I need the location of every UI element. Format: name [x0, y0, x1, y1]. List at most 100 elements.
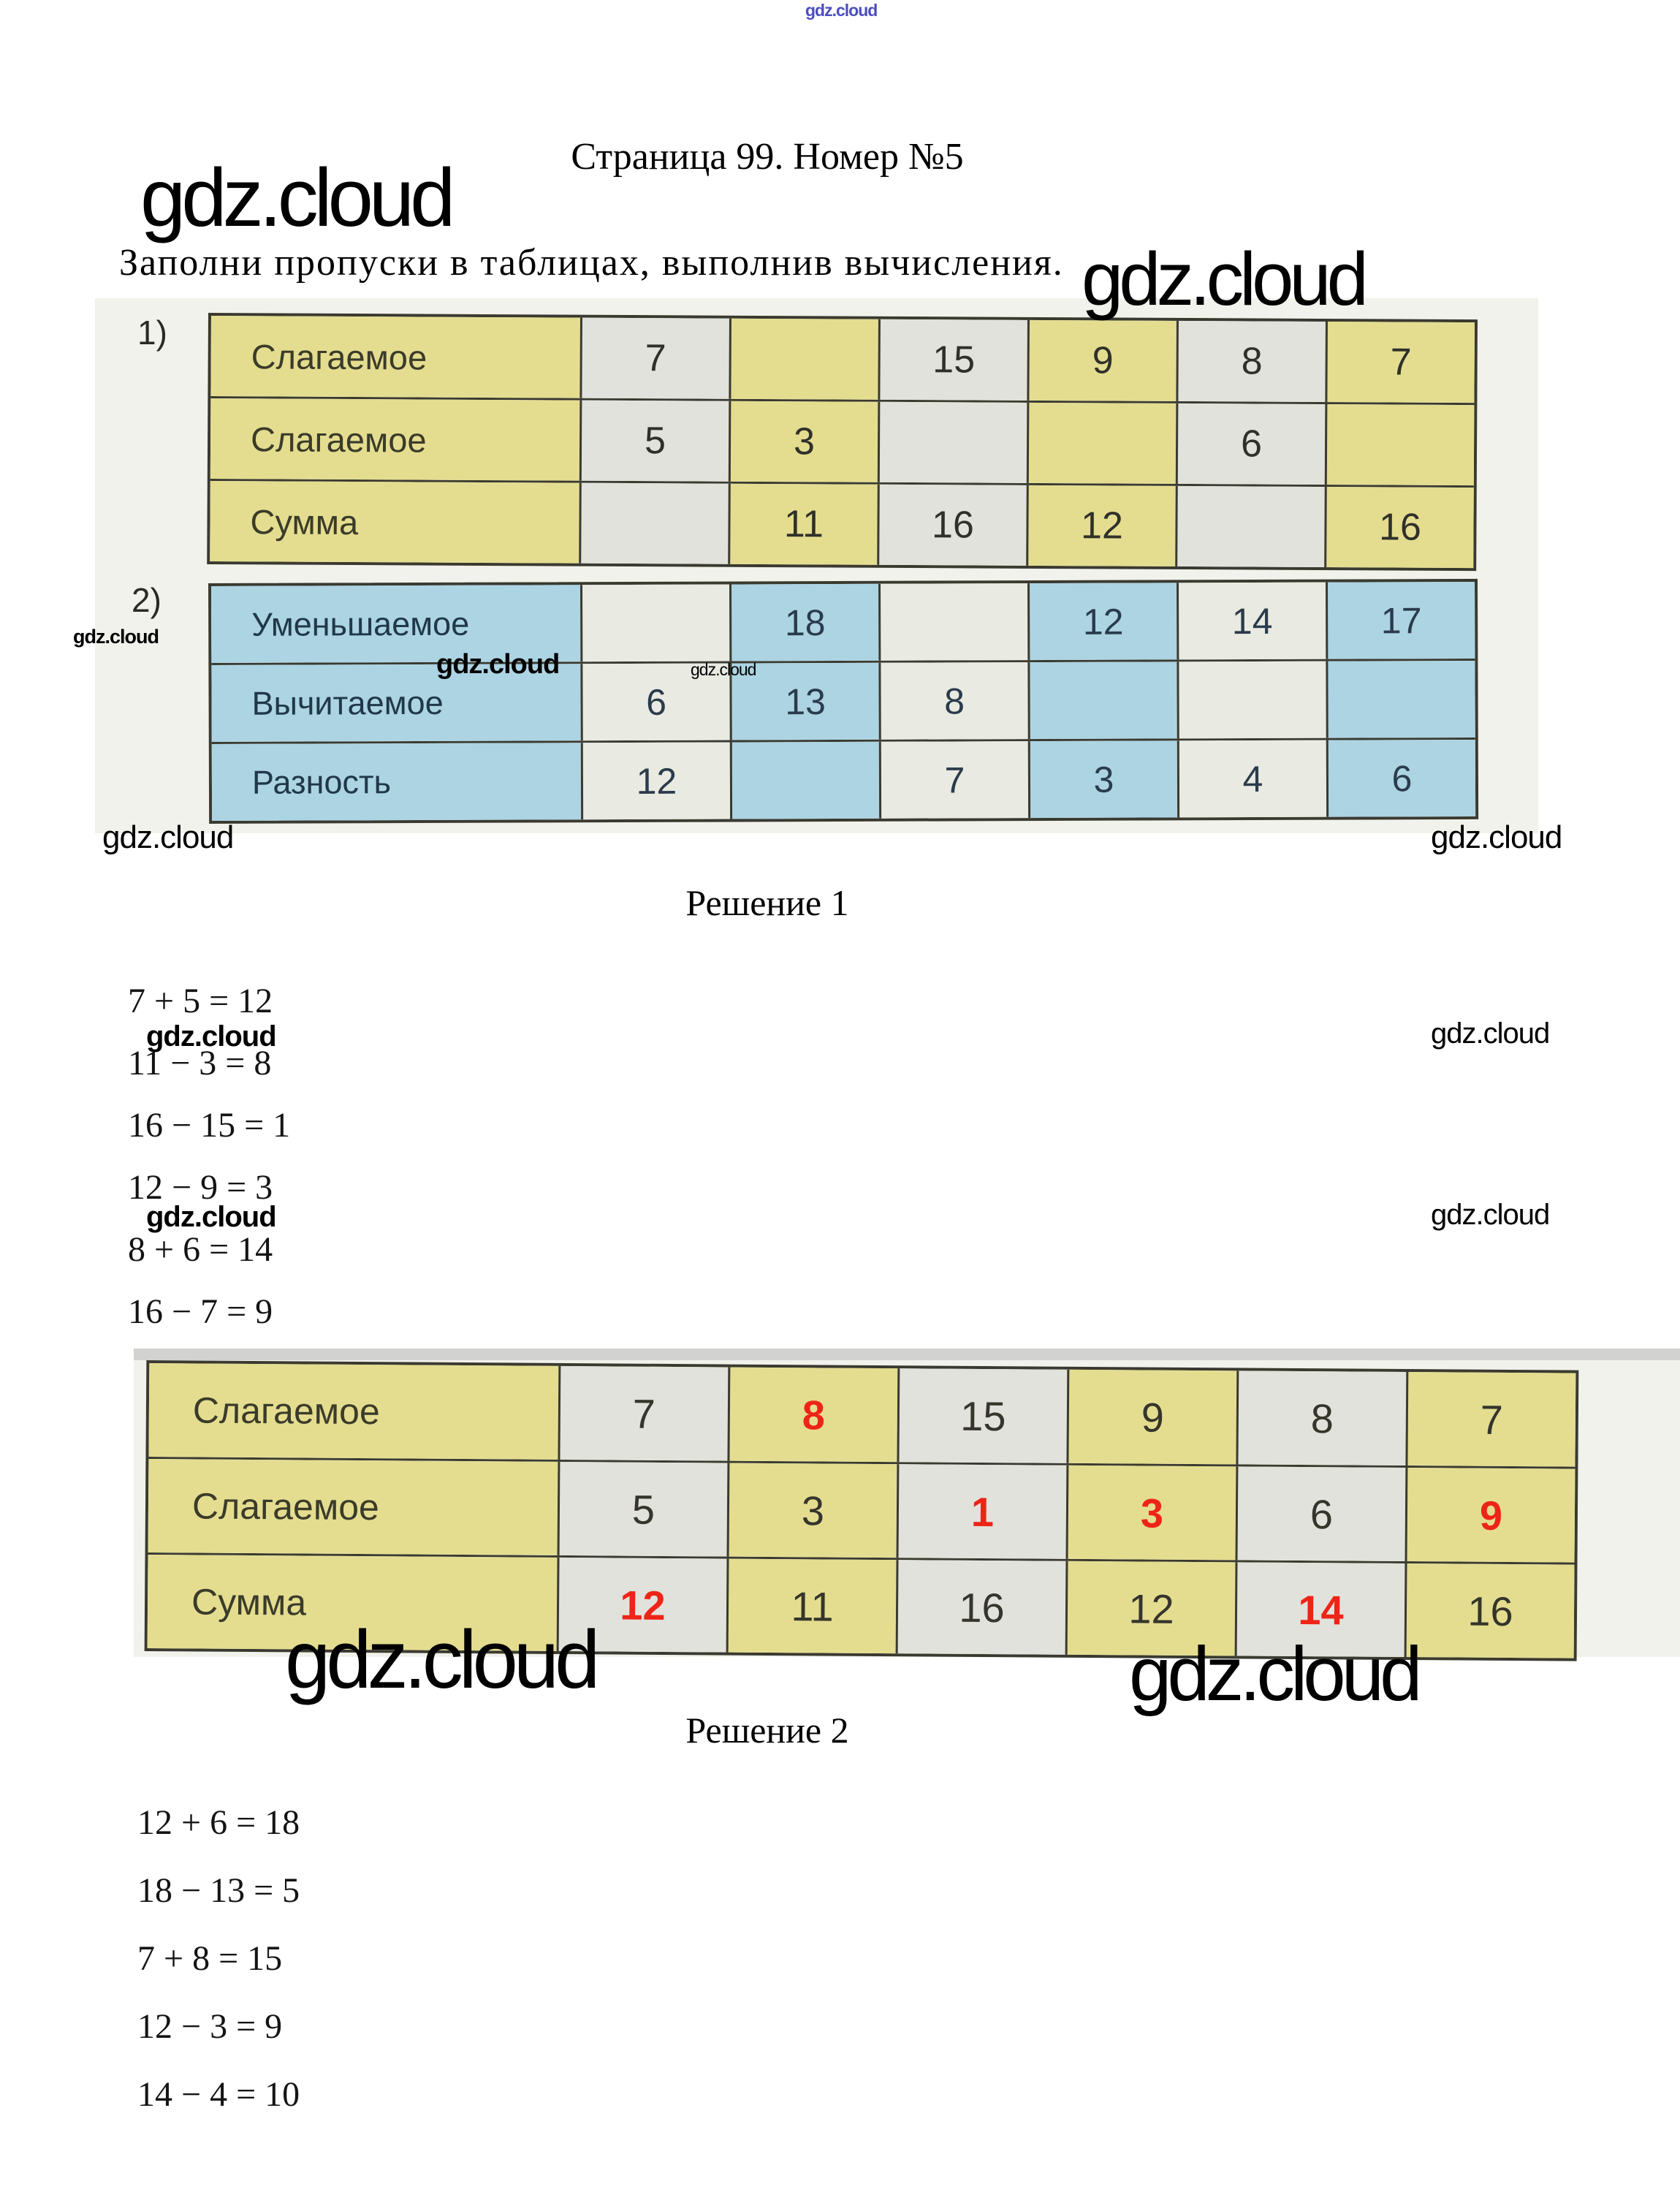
- equation: 18 − 13 = 5: [137, 1871, 300, 1910]
- table-cell-answer: 8: [727, 1367, 898, 1463]
- table-cell: 6: [1235, 1466, 1406, 1562]
- table-cell: 7: [878, 741, 1029, 819]
- table-cell: [877, 401, 1027, 483]
- equation: 16 − 7 = 9: [128, 1292, 273, 1331]
- table-cell: 5: [557, 1461, 728, 1557]
- table-cell: 14: [1177, 582, 1326, 660]
- watermark-below-right: gdz.cloud: [1431, 819, 1562, 855]
- watermark-big-top-left: gdz.cloud: [140, 152, 455, 243]
- table-cell: 16: [1404, 1563, 1575, 1658]
- equation: 12 − 9 = 3: [128, 1168, 273, 1207]
- table-cell: 8: [1236, 1370, 1407, 1466]
- watermark-eq2-right: gdz.cloud: [1431, 1199, 1550, 1231]
- equation: 14 − 4 = 10: [137, 2075, 300, 2114]
- watermark-top-tiny: gdz.cloud: [805, 1, 878, 20]
- table-cell: 12: [1026, 485, 1176, 566]
- equation: 16 − 15 = 1: [128, 1106, 291, 1145]
- table-cell: 7: [1325, 322, 1475, 403]
- table-cell: [1027, 661, 1177, 740]
- watermark-table2-left: gdz.cloud: [73, 626, 159, 648]
- table-cell: [1177, 661, 1326, 739]
- solution2-equations: 12 + 6 = 18 18 − 13 = 5 7 + 8 = 15 12 − 3 =…: [137, 1802, 300, 2142]
- equation: 11 − 3 = 8: [128, 1044, 272, 1082]
- table-row: Слагаемое 5 3 1 3 6 9: [148, 1457, 1576, 1563]
- table-cell: 16: [1324, 487, 1474, 569]
- problem-photo: 1) Слагаемое 7 15 9 8 7 Слагаемое 5 3 6 Сумма 11 16 1…: [95, 298, 1538, 833]
- photo-edge-band: [134, 1349, 1680, 1360]
- row-label: Слагаемое: [148, 1363, 559, 1460]
- watermark-big-bottom-right: gdz.cloud: [1129, 1631, 1422, 1717]
- watermark-eq1-left: gdz.cloud: [146, 1020, 277, 1053]
- table-cell: [579, 482, 729, 564]
- solution-photo: Слагаемое 7 8 15 9 8 7 Слагаемое 5 3 1 3 6 9 Сумма 12 11…: [134, 1349, 1680, 1661]
- table-row: Уменьшаемое 18 12 14 17: [211, 581, 1475, 663]
- table2-index: 2): [132, 581, 161, 619]
- row-label: Слагаемое: [210, 398, 580, 481]
- addition-table-problem: Слагаемое 7 15 9 8 7 Слагаемое 5 3 6 Сумма 11 16 12 16: [207, 313, 1478, 572]
- table-cell: 18: [729, 583, 879, 661]
- table-cell: [1026, 402, 1177, 484]
- table-cell: 7: [558, 1365, 729, 1461]
- table-cell: 16: [895, 1560, 1066, 1655]
- solution2-heading: Решение 2: [685, 1710, 849, 1751]
- table-cell-answer: 9: [1405, 1468, 1576, 1563]
- equation: 12 + 6 = 18: [137, 1803, 300, 1842]
- table-row: Разность 12 7 3 4 6: [211, 737, 1476, 821]
- table-cell: 15: [897, 1368, 1068, 1463]
- row-label: Слагаемое: [210, 316, 580, 398]
- row-label: Разность: [211, 743, 582, 821]
- table-cell: 12: [580, 742, 731, 820]
- table-cell: 8: [878, 662, 1028, 740]
- subtraction-table-problem: Уменьшаемое 18 12 14 17 Вычитаемое 6 13 8 Разност…: [208, 578, 1479, 824]
- table-cell: 15: [878, 319, 1027, 401]
- table-row: Слагаемое 7 15 9 8 7: [210, 316, 1475, 403]
- table-cell: [1324, 404, 1475, 486]
- table-row: Сумма 11 16 12 16: [210, 479, 1474, 569]
- row-label: Слагаемое: [148, 1459, 558, 1555]
- table-cell: [580, 584, 730, 662]
- page-title: Страница 99. Номер №5: [571, 136, 964, 178]
- table-cell: 11: [728, 483, 878, 565]
- table-cell: 5: [579, 400, 729, 482]
- table-row: Слагаемое 7 8 15 9 8 7: [148, 1363, 1576, 1467]
- table-cell: 11: [726, 1558, 897, 1654]
- table-cell: 7: [1405, 1372, 1576, 1467]
- table-cell: 3: [726, 1463, 897, 1558]
- table-cell: 6: [1175, 403, 1326, 485]
- equation: 12 − 3 = 9: [137, 2007, 283, 2046]
- watermark-big-top-right: gdz.cloud: [1082, 237, 1369, 321]
- watermark-below-left: gdz.cloud: [102, 819, 234, 855]
- table-row: Вычитаемое 6 13 8: [211, 658, 1475, 742]
- table1-index: 1): [137, 314, 167, 352]
- watermark-eq2-left: gdz.cloud: [146, 1201, 277, 1233]
- table-row: Слагаемое 5 3 6: [210, 396, 1475, 486]
- table-cell: [729, 741, 880, 819]
- table-cell: 8: [1176, 320, 1326, 403]
- table-cell-answer: 1: [896, 1464, 1067, 1559]
- watermark-eq1-right: gdz.cloud: [1431, 1017, 1550, 1050]
- table-cell: [729, 318, 878, 400]
- task-instruction: Заполни пропуски в таблицах, выполнив вы…: [119, 242, 1064, 284]
- table-cell: [878, 583, 1028, 661]
- row-label: Сумма: [210, 481, 579, 564]
- table-cell: 3: [1027, 740, 1178, 819]
- table-cell: 9: [1027, 319, 1177, 401]
- watermark-table2-middle: gdz.cloud: [436, 649, 560, 680]
- solution1-equations: 7 + 5 = 12 11 − 3 = 8 16 − 15 = 1 12 − 9 = …: [128, 981, 290, 1354]
- table-cell: 4: [1177, 740, 1327, 818]
- table-cell: 7: [579, 317, 729, 399]
- table-cell: 16: [877, 484, 1027, 566]
- table-cell: 17: [1326, 581, 1475, 659]
- table-cell: [1326, 660, 1475, 738]
- equation: 7 + 8 = 15: [137, 1939, 283, 1978]
- table-cell-answer: 3: [1065, 1465, 1236, 1561]
- table-cell: 9: [1066, 1369, 1237, 1465]
- table-cell: [1175, 485, 1325, 568]
- equation: 7 + 5 = 12: [128, 982, 273, 1020]
- table-cell: 12: [1027, 583, 1177, 661]
- table-cell: 3: [728, 401, 878, 482]
- table-cell: 6: [1326, 739, 1476, 817]
- equation: 8 + 6 = 14: [128, 1230, 273, 1269]
- watermark-table2-tiny: gdz.cloud: [691, 660, 756, 679]
- solution1-heading: Решение 1: [685, 882, 849, 923]
